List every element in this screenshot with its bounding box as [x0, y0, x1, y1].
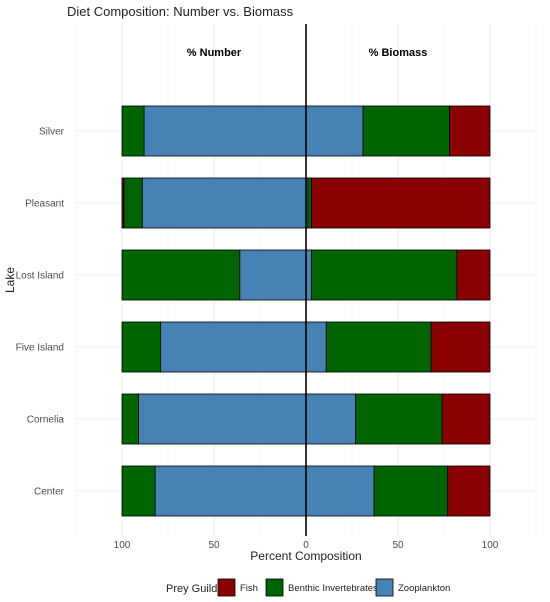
bar-number-benthic-invertebrates — [121, 393, 139, 445]
bar-number-zooplankton — [239, 249, 307, 301]
x-tick-label: 0 — [303, 540, 309, 551]
bar-biomass-zooplankton — [305, 393, 357, 445]
bar-biomass-fish — [311, 177, 491, 229]
panel-label-biomass: % Biomass — [369, 47, 428, 59]
bar-biomass-zooplankton — [305, 465, 375, 517]
bar-biomass-zooplankton — [305, 105, 364, 157]
bar-number-zooplankton — [141, 177, 307, 229]
bar-biomass-zooplankton — [305, 321, 327, 373]
chart-title: Diet Composition: Number vs. Biomass — [67, 4, 294, 19]
y-tick-label: Cornelia — [27, 415, 65, 426]
bar-biomass-fish — [441, 393, 491, 445]
x-axis-title: Percent Composition — [250, 549, 361, 563]
y-axis-title: Lake — [3, 267, 17, 293]
y-axis-tick-labels: Silver Pleasant Lost Island Five Island Corn… — [16, 127, 65, 498]
legend-label: Benthic Invertebrates — [288, 583, 378, 594]
bar-number-benthic-invertebrates — [123, 177, 143, 229]
bar-biomass-benthic-invertebrates — [325, 321, 432, 373]
bar-biomass-fish — [447, 465, 491, 517]
x-tick-label: 50 — [208, 540, 220, 551]
x-tick-label: 100 — [114, 540, 131, 551]
y-tick-label: Center — [34, 487, 65, 498]
legend-swatch — [375, 578, 394, 597]
y-tick-label: Five Island — [16, 343, 64, 354]
bar-biomass-fish — [456, 249, 491, 301]
y-tick-label: Pleasant — [25, 199, 64, 210]
bar-biomass-benthic-invertebrates — [373, 465, 449, 517]
bars — [121, 105, 491, 517]
bar-number-benthic-invertebrates — [121, 321, 162, 373]
legend-swatch — [217, 578, 236, 597]
bar-biomass-fish — [449, 105, 491, 157]
bar-number-fish — [121, 177, 125, 229]
panel-label-number: % Number — [187, 47, 242, 59]
bar-biomass-fish — [430, 321, 491, 373]
legend-title: Prey Guild — [166, 583, 217, 595]
x-axis-tick-labels: 100 50 0 50 100 — [114, 540, 499, 551]
bar-number-zooplankton — [154, 465, 307, 517]
x-tick-label: 100 — [482, 540, 499, 551]
bar-biomass-benthic-invertebrates — [362, 105, 450, 157]
bar-biomass-benthic-invertebrates — [307, 177, 312, 229]
bar-biomass-zooplankton — [305, 249, 312, 301]
bar-number-benthic-invertebrates — [121, 465, 156, 517]
legend-label: Zooplankton — [398, 583, 450, 594]
bar-biomass-benthic-invertebrates — [311, 249, 458, 301]
bar-number-zooplankton — [143, 105, 307, 157]
bar-number-benthic-invertebrates — [121, 249, 241, 301]
y-tick-label: Lost Island — [16, 271, 64, 282]
bar-number-benthic-invertebrates — [121, 105, 145, 157]
legend-swatch — [265, 578, 284, 597]
legend: Prey Guild Fish Benthic Invertebrates Zoop… — [166, 578, 450, 597]
bar-biomass-benthic-invertebrates — [355, 393, 443, 445]
x-tick-label: 50 — [392, 540, 404, 551]
legend-label: Fish — [240, 583, 258, 594]
bar-number-zooplankton — [138, 393, 307, 445]
y-tick-label: Silver — [39, 127, 65, 138]
bar-number-zooplankton — [160, 321, 307, 373]
